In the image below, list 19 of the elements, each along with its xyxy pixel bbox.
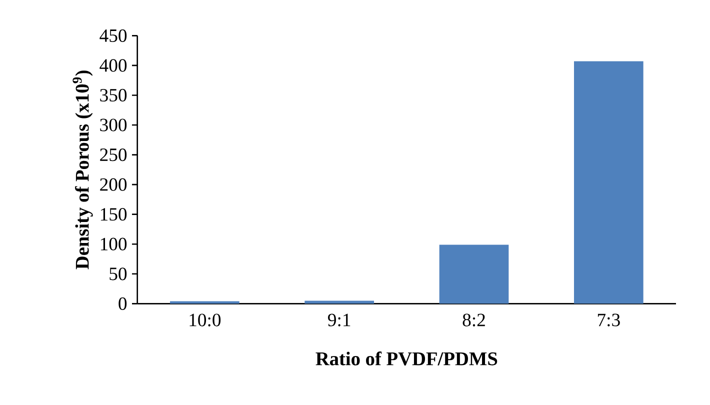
x-tick-label: 10:0: [190, 314, 221, 326]
x-axis-title: Ratio of PVDF/PDMS: [316, 352, 498, 366]
bar: [574, 61, 644, 304]
y-tick-label: 450: [100, 29, 127, 42]
y-tick-label: 0: [118, 297, 127, 310]
y-tick-label: 250: [100, 148, 127, 162]
y-tick-label: 400: [100, 59, 127, 72]
x-tick-label: 7:3: [598, 314, 620, 326]
y-tick-label: 100: [100, 238, 127, 250]
bar: [439, 244, 509, 304]
y-tick-label: 200: [100, 178, 127, 191]
y-tick-label: 350: [100, 88, 127, 102]
y-axis-title: Density of Porous (x10$^{9}$): [72, 70, 93, 270]
bar: [304, 300, 374, 304]
x-tick-label: 9:1: [328, 314, 350, 326]
x-tick-label: 8:2: [462, 314, 485, 326]
y-tick-label: 50: [110, 268, 127, 280]
y-tick-label: 300: [100, 118, 127, 132]
y-tick-label: 150: [100, 208, 127, 221]
